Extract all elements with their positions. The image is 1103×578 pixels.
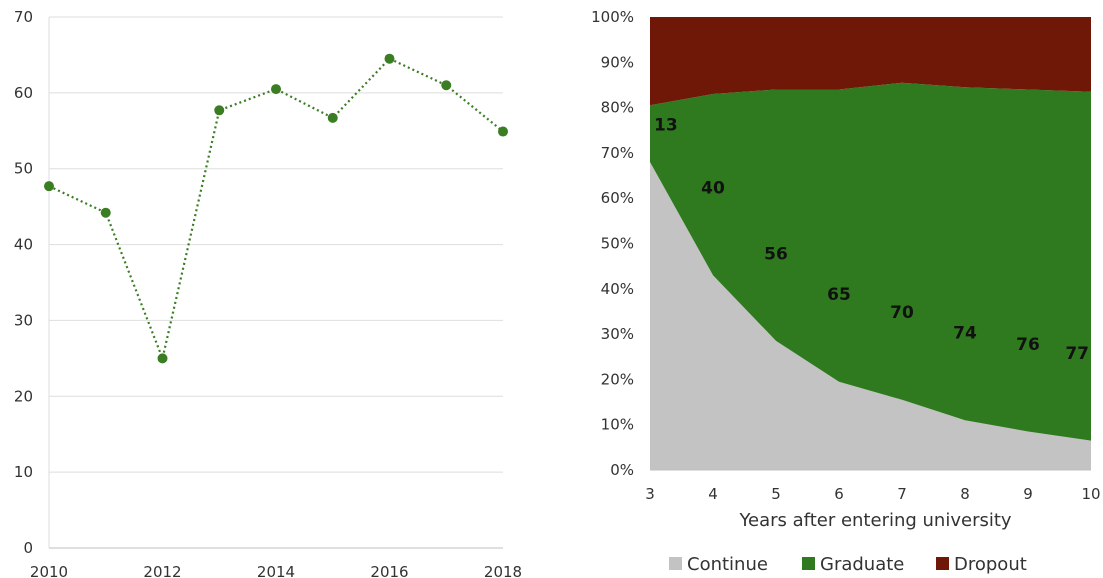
area-series-graduate xyxy=(650,82,1091,441)
legend: Continue Graduate Dropout xyxy=(669,554,1027,575)
data-point xyxy=(327,112,338,123)
y-tick-label: 100% xyxy=(591,8,634,26)
y-tick-label: 50% xyxy=(601,235,634,253)
y-tick-label: 40 xyxy=(14,236,33,254)
y-tick-label: 40% xyxy=(601,280,634,298)
data-point xyxy=(498,126,508,137)
data-point xyxy=(214,105,225,116)
data-label: 74 xyxy=(953,324,977,344)
data-point xyxy=(384,53,395,64)
x-tick-label: 2012 xyxy=(143,563,181,578)
x-tick-label: 8 xyxy=(960,485,970,503)
data-point xyxy=(271,84,281,95)
legend-label: Graduate xyxy=(820,554,904,575)
x-tick-label: 7 xyxy=(897,485,907,503)
legend-swatch xyxy=(802,557,815,570)
line-series xyxy=(48,57,504,363)
legend-label: Dropout xyxy=(954,554,1027,575)
data-label: 70 xyxy=(890,303,914,323)
data-label: 56 xyxy=(764,244,788,264)
data-point xyxy=(441,80,452,91)
y-tick-label: 60 xyxy=(14,84,33,102)
y-tick-label: 20 xyxy=(14,387,33,405)
y-tick-label: 50 xyxy=(14,160,33,178)
data-point xyxy=(100,207,111,218)
y-tick-label: 80% xyxy=(601,99,634,117)
y-tick-label: 90% xyxy=(601,53,634,71)
y-tick-label: 10 xyxy=(14,463,33,481)
y-tick-label: 30% xyxy=(601,325,634,343)
x-tick-label: 2014 xyxy=(257,563,295,578)
x-tick-label: 3 xyxy=(645,485,655,503)
x-tick-label: 2016 xyxy=(370,563,408,578)
y-tick-label: 0 xyxy=(23,539,33,557)
x-tick-label: 2010 xyxy=(30,563,68,578)
x-tick-label: 4 xyxy=(708,485,718,503)
data-point xyxy=(44,181,54,192)
area-series-continue xyxy=(650,162,1091,470)
data-label: 77 xyxy=(1065,344,1089,364)
x-tick-label: 6 xyxy=(834,485,844,503)
line-chart: 0 10 20 30 40 50 60 70 2010 2012 2014 2016 2018 xyxy=(14,8,522,578)
data-point xyxy=(157,353,168,364)
y-tick-label: 60% xyxy=(601,189,634,207)
legend-label: Continue xyxy=(687,554,768,575)
x-tick-label: 5 xyxy=(771,485,781,503)
legend-swatch xyxy=(936,557,949,570)
y-tick-label: 70 xyxy=(14,8,33,26)
y-tick-label: 30 xyxy=(14,311,33,329)
x-tick-label: 9 xyxy=(1023,485,1033,503)
legend-swatch xyxy=(669,557,682,570)
data-label: 65 xyxy=(827,285,851,305)
data-label: 13 xyxy=(654,115,678,135)
area-series-dropout xyxy=(650,17,1091,106)
data-label: 76 xyxy=(1016,335,1040,355)
y-tick-label: 0% xyxy=(610,461,634,479)
x-tick-label: 2018 xyxy=(484,563,522,578)
y-tick-label: 20% xyxy=(601,370,634,388)
x-axis-title: Years after entering university xyxy=(738,510,1011,531)
y-tick-label: 10% xyxy=(601,416,634,434)
x-tick-label: 10 xyxy=(1081,485,1100,503)
data-label: 40 xyxy=(701,179,725,199)
y-tick-label: 70% xyxy=(601,144,634,162)
